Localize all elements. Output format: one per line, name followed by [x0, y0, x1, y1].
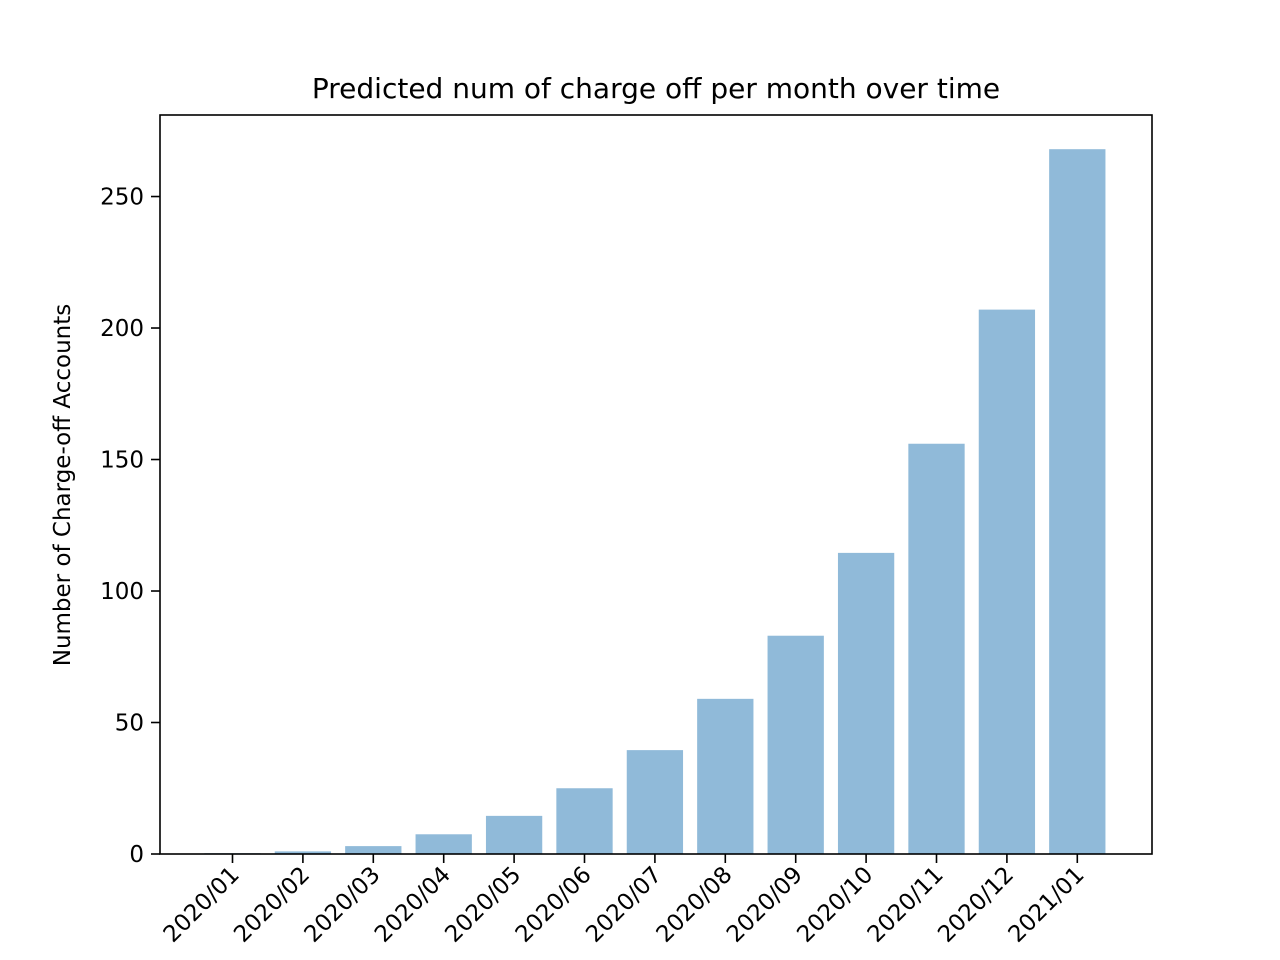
- bar-2020-12: [978, 309, 1036, 854]
- y-axis-label: Number of Charge-off Accounts: [50, 304, 76, 667]
- bar-2020-07: [626, 750, 684, 854]
- y-tick-label: 200: [100, 316, 144, 342]
- x-tick-label: 2020/11: [863, 862, 949, 948]
- bar-2021-01: [1049, 149, 1106, 854]
- bar-2020-11: [908, 443, 965, 854]
- plot-frame: [159, 114, 1153, 855]
- x-tick-label: 2020/08: [652, 862, 738, 948]
- x-tick-label: 2020/03: [300, 862, 386, 948]
- bar-2020-05: [485, 815, 543, 854]
- bar-2020-10: [837, 552, 895, 854]
- y-axis: 0 50 100 150 200 250: [100, 185, 160, 868]
- bar-2020-09: [767, 635, 824, 854]
- x-axis: 2020/012020/022020/032020/042020/052020/…: [159, 854, 1090, 948]
- bar-2020-02: [274, 851, 332, 854]
- x-tick-label: 2020/06: [511, 862, 597, 948]
- y-tick-label: 250: [100, 185, 144, 211]
- x-tick-label: 2020/04: [370, 862, 456, 948]
- x-tick-label: 2020/09: [722, 862, 808, 948]
- x-tick-label: 2020/02: [229, 862, 315, 948]
- x-tick-label: 2020/05: [440, 862, 526, 948]
- y-tick-label: 50: [115, 711, 144, 737]
- chart-title: Predicted num of charge off per month ov…: [312, 72, 1000, 105]
- x-tick-label: 2020/10: [792, 862, 878, 948]
- bar-2020-03: [345, 846, 402, 854]
- x-tick-label: 2020/07: [581, 862, 667, 948]
- x-tick-label: 2021/01: [1004, 862, 1090, 948]
- bars-group: [204, 149, 1106, 854]
- bar-2020-04: [415, 834, 472, 854]
- y-tick-label: 150: [100, 448, 144, 474]
- y-tick-label: 0: [129, 842, 144, 868]
- x-tick-label: 2020/01: [159, 862, 245, 948]
- bar-2020-08: [697, 698, 754, 854]
- x-tick-label: 2020/12: [933, 862, 1019, 948]
- bar-2020-06: [556, 788, 613, 854]
- y-tick-label: 100: [100, 579, 144, 605]
